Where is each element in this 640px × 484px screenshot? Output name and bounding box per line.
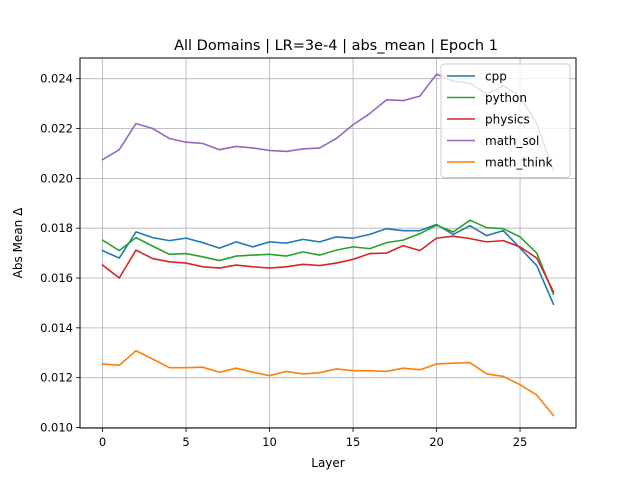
x-tick-label: 25 xyxy=(513,435,528,449)
legend-label: python xyxy=(485,91,527,105)
y-tick-label: 0.010 xyxy=(40,421,73,435)
plot-frame xyxy=(79,57,577,429)
y-axis-ticks: 0.010 0.012 0.014 0.016 0.018 0.020 0.022 0.024 xyxy=(40,72,80,435)
x-tick-label: 15 xyxy=(346,435,361,449)
legend-label: math_think xyxy=(485,156,553,170)
legend-label: physics xyxy=(485,113,530,127)
x-axis-ticks: 0 5 10 15 20 25 xyxy=(99,428,527,449)
chart-title: All Domains | LR=3e-4 | abs_mean | Epoch… xyxy=(174,38,498,54)
series-line-physics xyxy=(101,235,555,293)
y-tick-label: 0.018 xyxy=(40,221,73,235)
y-tick-label: 0.016 xyxy=(40,271,73,285)
legend: cpp python physics math_sol math_think xyxy=(440,63,571,178)
series-layer xyxy=(101,73,555,417)
x-tick-label: 20 xyxy=(429,435,444,449)
series-line-cpp xyxy=(101,223,555,306)
x-tick-label: 10 xyxy=(262,435,277,449)
y-tick-label: 0.012 xyxy=(40,371,73,385)
x-tick-label: 0 xyxy=(99,435,106,449)
series-line-math-think xyxy=(101,349,555,417)
legend-label: math_sol xyxy=(485,134,539,148)
legend-box xyxy=(440,63,571,178)
series-line-python xyxy=(101,219,555,296)
y-tick-label: 0.022 xyxy=(40,122,73,136)
y-tick-label: 0.014 xyxy=(40,321,73,335)
y-tick-label: 0.024 xyxy=(40,72,73,86)
y-axis-label: Abs Mean Δ xyxy=(11,207,25,278)
x-tick-label: 5 xyxy=(182,435,189,449)
y-tick-label: 0.020 xyxy=(40,171,73,185)
x-axis-label: Layer xyxy=(311,456,345,470)
legend-label: cpp xyxy=(485,70,507,84)
